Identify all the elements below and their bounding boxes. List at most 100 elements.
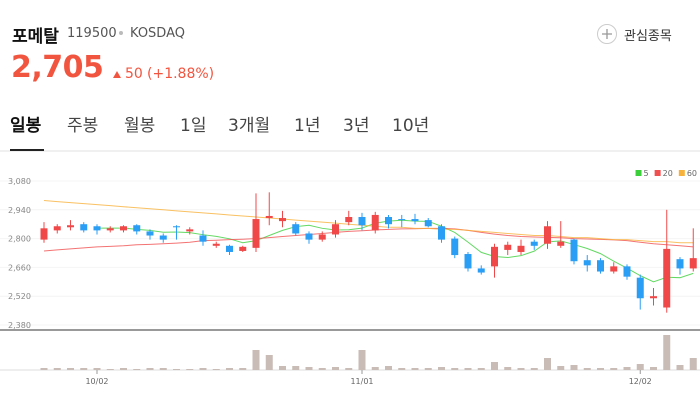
- active-tab-underline: [10, 149, 44, 151]
- volume-bar: [345, 368, 353, 370]
- y-tick-label: 2,660: [8, 263, 31, 272]
- volume-bar: [464, 368, 472, 370]
- candle-body: [212, 243, 220, 246]
- candle-body: [93, 226, 101, 231]
- candle-body: [570, 239, 578, 262]
- candle-body: [583, 260, 591, 266]
- volume-bar: [570, 365, 578, 370]
- candle-body: [650, 296, 657, 299]
- volume-bar: [610, 368, 618, 370]
- candle-body: [636, 277, 644, 299]
- candle-body: [438, 226, 445, 240]
- volume-bar: [438, 367, 445, 370]
- candle-body: [491, 246, 498, 267]
- volume-bar: [451, 368, 459, 370]
- ma-line: [97, 219, 694, 283]
- separator-dot: [119, 31, 123, 35]
- tab[interactable]: 3개월: [228, 116, 271, 136]
- tab[interactable]: 10년: [392, 116, 430, 136]
- volume-bar: [358, 350, 366, 370]
- volume-bar: [40, 368, 48, 370]
- volume-bar: [133, 369, 141, 370]
- candle-body: [663, 248, 671, 308]
- candle-body: [239, 246, 247, 251]
- volume-bar: [530, 368, 538, 370]
- legend-swatch: [678, 170, 685, 176]
- candle-body: [173, 226, 180, 228]
- tab[interactable]: 1일: [180, 116, 207, 136]
- volume-bar: [623, 367, 631, 370]
- change-percent: (+1.88%): [147, 66, 215, 82]
- volume-bar: [305, 367, 313, 370]
- candle-body: [80, 224, 88, 231]
- volume-bar: [650, 367, 657, 370]
- legend-swatch: [635, 170, 642, 176]
- candle-body: [120, 226, 127, 231]
- ma-line: [43, 200, 694, 244]
- price: 2,705: [11, 50, 104, 85]
- candle-body: [53, 226, 61, 231]
- y-tick-label: 2,940: [8, 206, 31, 215]
- candle-body: [133, 225, 141, 232]
- candle-body: [557, 241, 565, 246]
- tab[interactable]: 월봉: [124, 116, 156, 136]
- stock-name: 포메탈: [12, 27, 59, 47]
- volume-bar: [53, 368, 61, 370]
- volume-bar: [265, 355, 273, 370]
- volume-bar: [106, 369, 114, 370]
- tab[interactable]: 일봉: [10, 116, 42, 136]
- volume-bar: [173, 369, 180, 370]
- volume-bar: [385, 366, 392, 370]
- volume-bar: [292, 366, 300, 370]
- stock-code: 119500: [67, 26, 117, 41]
- candle-body: [358, 217, 366, 226]
- candle-body: [477, 268, 485, 273]
- watch-button[interactable]: 관심종목: [624, 29, 672, 44]
- candle-body: [199, 235, 207, 242]
- change: 50: [125, 66, 143, 82]
- candle-body: [67, 225, 74, 228]
- y-tick-label: 3,080: [8, 177, 31, 186]
- candle-body: [544, 226, 551, 244]
- volume-bar: [226, 368, 233, 370]
- volume-bar: [676, 365, 684, 370]
- legend-label: 20: [663, 169, 673, 178]
- volume-bar: [517, 368, 525, 370]
- up-arrow-icon: [113, 71, 121, 78]
- candle-body: [305, 233, 313, 240]
- candle-body: [464, 254, 472, 269]
- candle-body: [106, 228, 114, 231]
- candle-body: [530, 241, 538, 246]
- volume-bar: [411, 368, 419, 370]
- candle-body: [159, 235, 167, 240]
- volume-bar: [332, 367, 339, 370]
- candle-body: [424, 220, 432, 227]
- volume-bar: [636, 364, 644, 370]
- volume-bar: [199, 368, 207, 370]
- volume-bar: [398, 368, 406, 370]
- tab[interactable]: 주봉: [67, 116, 99, 136]
- tab[interactable]: 1년: [294, 116, 321, 136]
- volume-bar: [212, 369, 220, 370]
- volume-bar: [663, 335, 671, 370]
- x-tick-label: 10/02: [85, 377, 108, 386]
- x-tick-label: 11/01: [350, 377, 373, 386]
- add-icon-plus: [602, 29, 612, 39]
- add-icon[interactable]: [597, 24, 617, 44]
- volume-bar: [252, 350, 260, 370]
- volume-bar: [491, 362, 498, 370]
- candle-body: [676, 259, 684, 269]
- candle-body: [411, 219, 419, 222]
- candle-body: [689, 258, 697, 269]
- volume-bar: [186, 369, 194, 370]
- candle-body: [623, 266, 631, 277]
- volume-bar: [424, 368, 432, 370]
- volume-bar: [239, 368, 247, 370]
- volume-bar: [159, 368, 167, 370]
- volume-bar: [597, 368, 604, 370]
- tab[interactable]: 3년: [343, 116, 370, 136]
- volume-bar: [279, 366, 286, 370]
- market: KOSDAQ: [130, 26, 185, 41]
